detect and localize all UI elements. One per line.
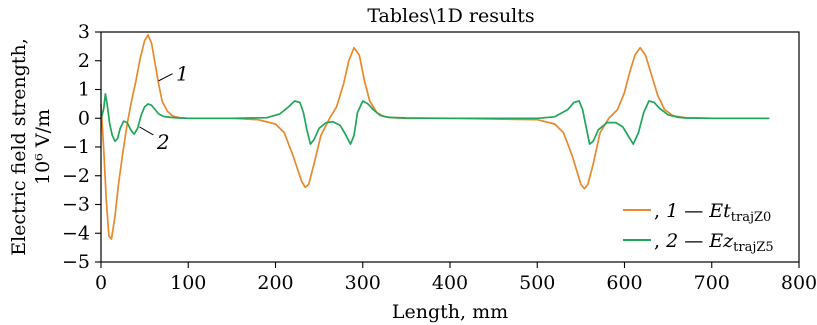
chart-title: Tables\1D results bbox=[367, 5, 534, 27]
series-pointer-1 bbox=[158, 73, 173, 82]
x-tick-label: 400 bbox=[432, 272, 468, 294]
y-tick-label: −2 bbox=[62, 165, 90, 187]
x-tick-label: 0 bbox=[95, 272, 107, 294]
x-tick-label: 500 bbox=[519, 272, 555, 294]
y-tick-label: 2 bbox=[78, 50, 90, 72]
y-tick-label: 0 bbox=[78, 107, 90, 129]
y-tick-label: −4 bbox=[62, 222, 90, 244]
x-tick-label: 800 bbox=[781, 272, 817, 294]
plot-frame bbox=[100, 31, 800, 263]
series-labels: 12 bbox=[139, 62, 189, 154]
y-tick-label: 3 bbox=[78, 21, 90, 43]
x-axis-title: Length, mm bbox=[392, 301, 508, 323]
legend-label-2: , 2 — EztrajZ5 bbox=[654, 230, 774, 255]
y-axis-title-line2: 10⁶ V/m bbox=[32, 109, 54, 185]
series-label-2: 2 bbox=[156, 130, 170, 154]
x-axis: 0 100 200 300 400 500 600 700 800 bbox=[95, 262, 817, 294]
y-tick-label: −5 bbox=[62, 251, 90, 273]
legend-label-1: , 1 — EttrajZ0 bbox=[654, 200, 771, 225]
x-tick-label: 700 bbox=[694, 272, 730, 294]
x-tick-label: 100 bbox=[170, 272, 206, 294]
y-tick-label: −1 bbox=[62, 136, 90, 158]
series-label-1: 1 bbox=[176, 62, 189, 86]
series-layer bbox=[100, 34, 770, 240]
y-axis-title-group: Electric field strength, 10⁶ V/m bbox=[8, 38, 54, 256]
y-axis: 3 2 1 0 −1 −2 −3 −4 −5 bbox=[62, 21, 101, 273]
series-pointer-2 bbox=[139, 126, 154, 136]
series-line-1 bbox=[100, 34, 770, 240]
y-tick-label: −3 bbox=[62, 194, 90, 216]
y-axis-title-line1: Electric field strength, bbox=[8, 38, 30, 256]
x-tick-label: 600 bbox=[606, 272, 642, 294]
series-line-2 bbox=[100, 92, 770, 145]
legend: , 1 — EttrajZ0 , 2 — EztrajZ5 bbox=[623, 200, 774, 255]
x-tick-label: 300 bbox=[345, 272, 381, 294]
y-tick-label: 1 bbox=[78, 79, 90, 101]
x-tick-label: 200 bbox=[257, 272, 293, 294]
